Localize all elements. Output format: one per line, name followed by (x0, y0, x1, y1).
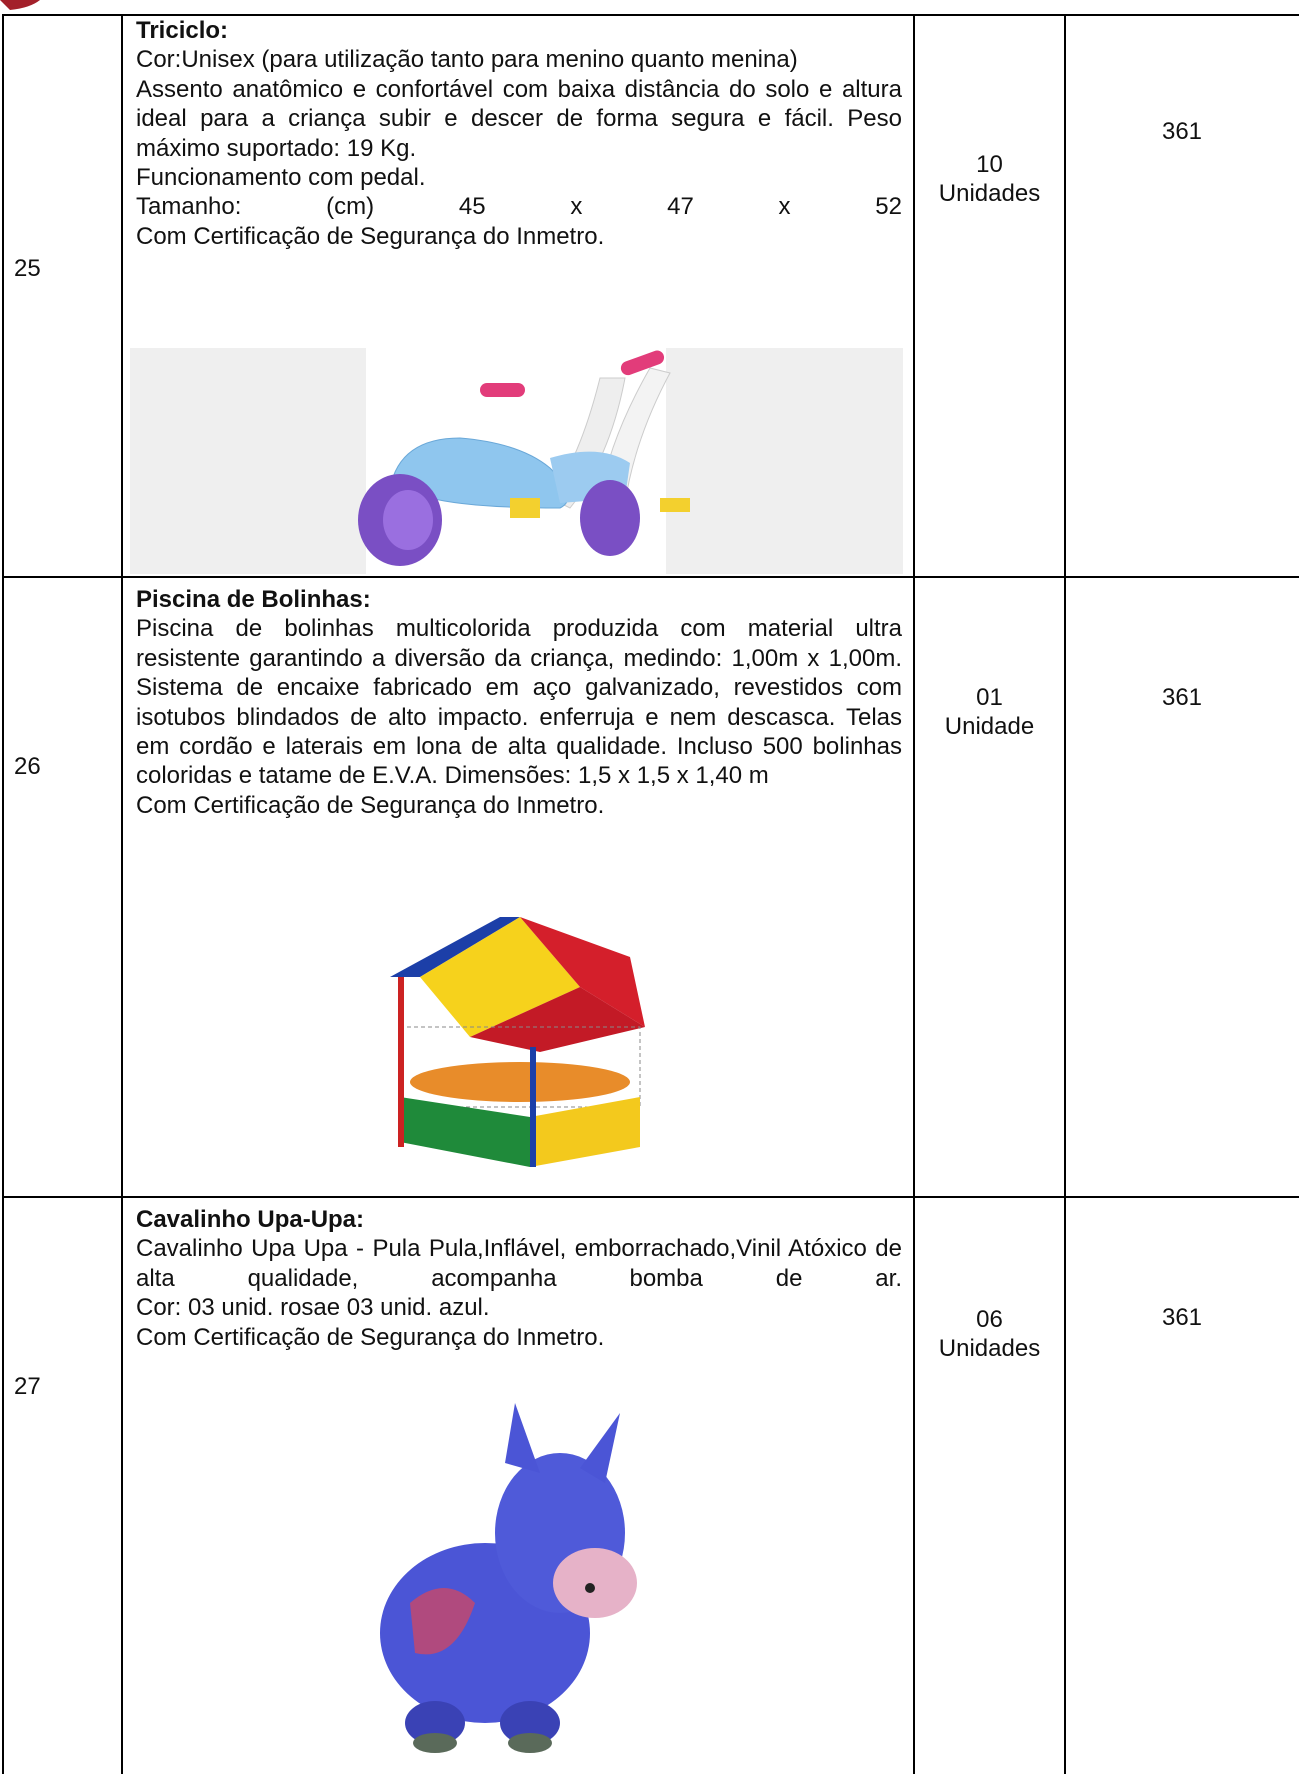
quantity-unit: Unidades (938, 180, 1041, 208)
item-description: Triciclo: Cor:Unisex (para utilização ta… (136, 16, 902, 251)
quantity-number: 06 (976, 1306, 1003, 1333)
item-value: 361 (1161, 118, 1203, 145)
table-border (121, 14, 123, 1774)
item-title: Cavalinho Upa-Upa: (136, 1206, 365, 1233)
logo-fragment (0, 0, 40, 10)
quantity-number: 01 (976, 684, 1003, 711)
item-number: 26 (14, 753, 41, 780)
table-border (2, 1196, 1299, 1198)
item-value: 361 (1161, 1304, 1203, 1331)
description-line: Assento anatômico e confortável com baix… (136, 75, 902, 162)
table-border (1064, 14, 1066, 1774)
description-line: Piscina de bolinhas multicolorida produz… (136, 615, 902, 790)
table-border (913, 14, 915, 1774)
tricycle-image (130, 348, 903, 574)
table-border (2, 576, 1299, 578)
description-line: Funcionamento com pedal. (136, 164, 426, 192)
ball-pool-image (390, 917, 645, 1167)
item-number: 27 (14, 1373, 41, 1400)
description-line: Tamanho: (cm) 45 x 47 x 52 (136, 193, 902, 221)
item-value: 361 (1161, 684, 1203, 711)
item-number: 25 (14, 255, 41, 282)
quantity-number: 10 (976, 151, 1003, 178)
item-title: Piscina de Bolinhas: (136, 586, 371, 613)
item-title: Triciclo: (136, 17, 229, 44)
table-border (2, 14, 4, 1774)
description-line: Cavalinho Upa Upa - Pula Pula,Inflável, … (136, 1235, 902, 1292)
table-border (2, 14, 1299, 16)
item-quantity: 06 Unidades (914, 1305, 1065, 1364)
description-line: Cor: 03 unid. rosae 03 unid. azul. (136, 1294, 490, 1322)
description-line: Com Certificação de Segurança do Inmetro… (136, 1323, 605, 1351)
item-quantity: 10 Unidades (914, 150, 1065, 209)
item-description: Cavalinho Upa-Upa: Cavalinho Upa Upa - P… (136, 1205, 902, 1352)
item-description: Piscina de Bolinhas: Piscina de bolinhas… (136, 585, 902, 820)
description-line: Com Certificação de Segurança do Inmetro… (136, 791, 605, 819)
quantity-unit: Unidade (944, 713, 1035, 741)
horse-image (380, 1403, 637, 1753)
description-line: Com Certificação de Segurança do Inmetro… (136, 222, 605, 250)
item-quantity: 01 Unidade (914, 683, 1065, 742)
description-line: Cor:Unisex (para utilização tanto para m… (136, 46, 798, 74)
quantity-unit: Unidades (938, 1335, 1041, 1363)
